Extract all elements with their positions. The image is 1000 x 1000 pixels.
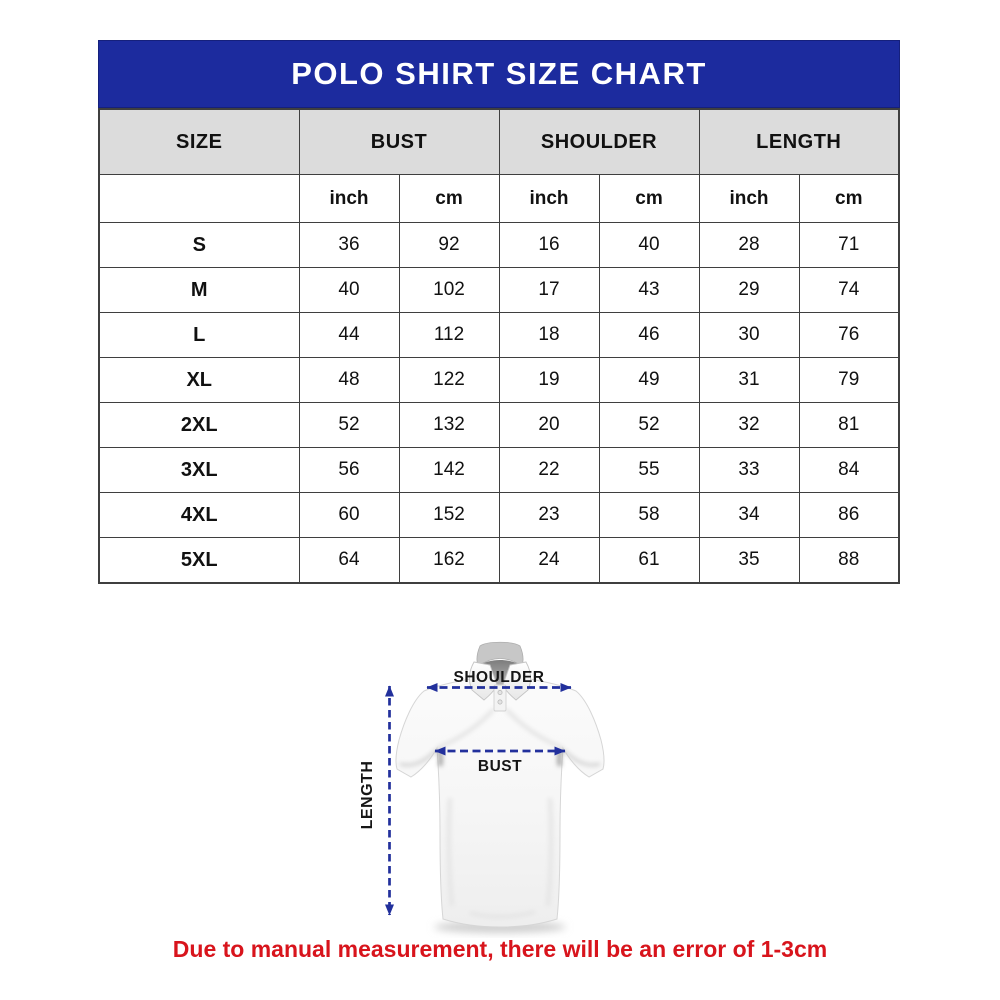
value-cell: 64 bbox=[298, 537, 400, 584]
value-cell: 84 bbox=[798, 447, 900, 493]
size-cell: 3XL bbox=[98, 447, 300, 493]
header-bust: BUST bbox=[298, 108, 500, 175]
value-cell: 112 bbox=[398, 312, 500, 358]
value-cell: 48 bbox=[298, 357, 400, 403]
value-cell: 122 bbox=[398, 357, 500, 403]
value-cell: 88 bbox=[798, 537, 900, 584]
value-cell: 36 bbox=[298, 222, 400, 268]
header-size: SIZE bbox=[98, 108, 300, 175]
size-cell: S bbox=[98, 222, 300, 268]
value-cell: 55 bbox=[598, 447, 700, 493]
value-cell: 24 bbox=[498, 537, 600, 584]
value-cell: 28 bbox=[698, 222, 800, 268]
chart-title-bar: POLO SHIRT SIZE CHART bbox=[98, 40, 900, 108]
size-cell: XL bbox=[98, 357, 300, 403]
measurement-note: Due to manual measurement, there will be… bbox=[172, 936, 828, 962]
value-cell: 52 bbox=[298, 402, 400, 448]
value-cell: 23 bbox=[498, 492, 600, 538]
size-cell: 5XL bbox=[98, 537, 300, 584]
value-cell: 61 bbox=[598, 537, 700, 584]
value-cell: 71 bbox=[798, 222, 900, 268]
table-row-2xl: 2XL 52 132 20 52 32 81 bbox=[98, 402, 900, 448]
header-shoulder: SHOULDER bbox=[498, 108, 700, 175]
size-cell: M bbox=[98, 267, 300, 313]
header-length: LENGTH bbox=[698, 108, 900, 175]
value-cell: 44 bbox=[298, 312, 400, 358]
value-cell: 162 bbox=[398, 537, 500, 584]
unit-bust-inch: inch bbox=[298, 174, 400, 223]
shirt-body bbox=[395, 677, 605, 928]
value-cell: 86 bbox=[798, 492, 900, 538]
value-cell: 35 bbox=[698, 537, 800, 584]
table-row-4xl: 4XL 60 152 23 58 34 86 bbox=[98, 492, 900, 538]
value-cell: 142 bbox=[398, 447, 500, 493]
value-cell: 18 bbox=[498, 312, 600, 358]
value-cell: 30 bbox=[698, 312, 800, 358]
value-cell: 56 bbox=[298, 447, 400, 493]
value-cell: 33 bbox=[698, 447, 800, 493]
value-cell: 19 bbox=[498, 357, 600, 403]
value-cell: 40 bbox=[298, 267, 400, 313]
value-cell: 152 bbox=[398, 492, 500, 538]
size-table: SIZE BUST SHOULDER LENGTH inch cm inch c… bbox=[98, 108, 900, 584]
value-cell: 60 bbox=[298, 492, 400, 538]
value-cell: 20 bbox=[498, 402, 600, 448]
value-cell: 132 bbox=[398, 402, 500, 448]
value-cell: 102 bbox=[398, 267, 500, 313]
measurement-labels: SHOULDER BUST LENGTH bbox=[359, 669, 544, 829]
value-cell: 74 bbox=[798, 267, 900, 313]
value-cell: 81 bbox=[798, 402, 900, 448]
table-row-3xl: 3XL 56 142 22 55 33 84 bbox=[98, 447, 900, 493]
table-row-5xl: 5XL 64 162 24 61 35 88 bbox=[98, 537, 900, 584]
table-row-xl: XL 48 122 19 49 31 79 bbox=[98, 357, 900, 403]
measurement-arrows bbox=[385, 683, 572, 916]
value-cell: 22 bbox=[498, 447, 600, 493]
table-row-s: S 36 92 16 40 28 71 bbox=[98, 222, 900, 268]
bust-label: BUST bbox=[478, 758, 522, 775]
unit-shoulder-inch: inch bbox=[498, 174, 600, 223]
table-row-m: M 40 102 17 43 29 74 bbox=[98, 267, 900, 313]
value-cell: 92 bbox=[398, 222, 500, 268]
size-cell: L bbox=[98, 312, 300, 358]
polo-measurement-diagram: SHOULDER BUST LENGTH bbox=[359, 641, 605, 933]
size-cell: 4XL bbox=[98, 492, 300, 538]
shoulder-label: SHOULDER bbox=[454, 669, 545, 686]
value-cell: 49 bbox=[598, 357, 700, 403]
value-cell: 43 bbox=[598, 267, 700, 313]
value-cell: 34 bbox=[698, 492, 800, 538]
value-cell: 46 bbox=[598, 312, 700, 358]
value-cell: 31 bbox=[698, 357, 800, 403]
value-cell: 58 bbox=[598, 492, 700, 538]
value-cell: 40 bbox=[598, 222, 700, 268]
size-cell: 2XL bbox=[98, 402, 300, 448]
value-cell: 16 bbox=[498, 222, 600, 268]
unit-length-cm: cm bbox=[798, 174, 900, 223]
placket bbox=[493, 684, 507, 712]
polo-shirt-graphic bbox=[395, 641, 605, 928]
value-cell: 79 bbox=[798, 357, 900, 403]
unit-empty-cell bbox=[98, 174, 300, 223]
button-icon bbox=[497, 699, 503, 705]
unit-header-row: inch cm inch cm inch cm bbox=[98, 174, 900, 223]
unit-shoulder-cm: cm bbox=[598, 174, 700, 223]
value-cell: 76 bbox=[798, 312, 900, 358]
button-icon bbox=[497, 690, 503, 695]
value-cell: 17 bbox=[498, 267, 600, 313]
shirt-shading bbox=[399, 707, 601, 919]
table-row-l: L 44 112 18 46 30 76 bbox=[98, 312, 900, 358]
value-cell: 52 bbox=[598, 402, 700, 448]
value-cell: 32 bbox=[698, 402, 800, 448]
length-label: LENGTH bbox=[359, 761, 376, 830]
chart-title: POLO SHIRT SIZE CHART bbox=[291, 56, 707, 91]
unit-bust-cm: cm bbox=[398, 174, 500, 223]
value-cell: 29 bbox=[698, 267, 800, 313]
unit-length-inch: inch bbox=[698, 174, 800, 223]
table-header-row: SIZE BUST SHOULDER LENGTH bbox=[98, 108, 900, 175]
